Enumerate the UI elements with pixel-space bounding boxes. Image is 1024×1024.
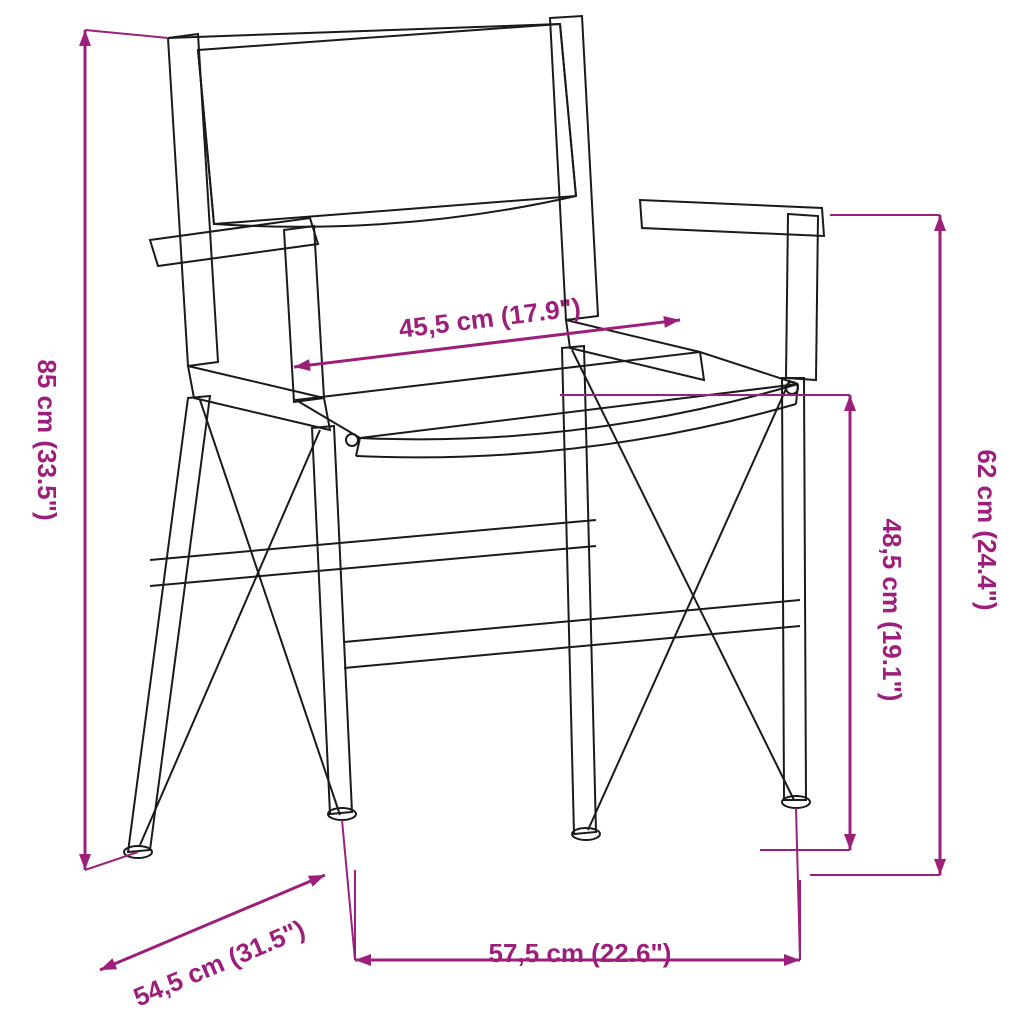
svg-text:54,5 cm (31.5"): 54,5 cm (31.5") — [129, 914, 309, 1013]
svg-text:57,5 cm (22.6"): 57,5 cm (22.6") — [489, 938, 672, 968]
svg-text:85 cm (33.5"): 85 cm (33.5") — [32, 359, 62, 520]
svg-text:48,5 cm (19.1"): 48,5 cm (19.1") — [877, 519, 907, 702]
svg-text:62 cm (24.4"): 62 cm (24.4") — [972, 449, 1002, 610]
dimension-annotations: 85 cm (33.5") 62 cm (24.4") 48,5 cm (19.1"… — [32, 30, 1002, 1012]
chair-line-drawing — [124, 16, 824, 858]
